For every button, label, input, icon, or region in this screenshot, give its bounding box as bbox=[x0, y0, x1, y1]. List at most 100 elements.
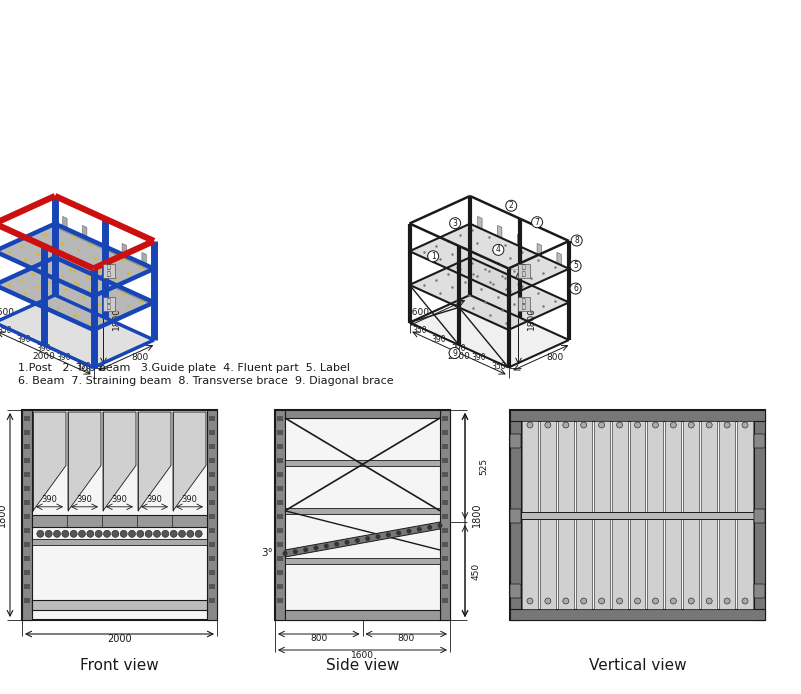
Circle shape bbox=[527, 598, 533, 604]
Bar bbox=[442, 514, 448, 519]
FancyBboxPatch shape bbox=[754, 509, 765, 523]
Circle shape bbox=[386, 532, 391, 537]
Bar bbox=[666, 421, 682, 609]
Text: 1800: 1800 bbox=[0, 502, 7, 527]
Text: 5: 5 bbox=[574, 261, 578, 270]
Bar bbox=[518, 264, 530, 278]
Bar bbox=[24, 542, 30, 547]
Bar bbox=[557, 421, 574, 609]
Bar bbox=[442, 416, 448, 421]
Polygon shape bbox=[0, 295, 154, 368]
Circle shape bbox=[95, 530, 103, 537]
Circle shape bbox=[617, 598, 622, 604]
Circle shape bbox=[45, 530, 52, 537]
Bar bbox=[24, 598, 30, 603]
Text: 800: 800 bbox=[131, 353, 149, 362]
Circle shape bbox=[742, 422, 748, 428]
Circle shape bbox=[598, 598, 605, 604]
Text: 390: 390 bbox=[452, 344, 466, 353]
Circle shape bbox=[449, 348, 460, 359]
Text: 800: 800 bbox=[547, 353, 564, 362]
Text: Side view: Side view bbox=[326, 658, 399, 673]
Circle shape bbox=[724, 422, 731, 428]
Circle shape bbox=[437, 523, 442, 528]
Bar bbox=[277, 598, 283, 603]
Text: 1.Post   2. Top beam   3.Guide plate  4. Fluent part  5. Label: 1.Post 2. Top beam 3.Guide plate 4. Flue… bbox=[18, 363, 350, 373]
Bar bbox=[103, 297, 115, 311]
Text: 390: 390 bbox=[17, 335, 31, 344]
Text: 标
标: 标 标 bbox=[522, 298, 525, 310]
Circle shape bbox=[598, 422, 605, 428]
Bar bbox=[719, 421, 735, 609]
Text: Front view: Front view bbox=[80, 658, 159, 673]
Bar bbox=[24, 514, 30, 519]
Bar bbox=[510, 410, 765, 421]
Bar bbox=[275, 410, 285, 620]
Circle shape bbox=[724, 598, 731, 604]
Circle shape bbox=[70, 530, 77, 537]
Bar bbox=[440, 410, 450, 620]
Bar bbox=[521, 512, 754, 519]
Circle shape bbox=[103, 530, 111, 537]
Bar bbox=[277, 416, 283, 421]
Polygon shape bbox=[33, 412, 66, 511]
Bar bbox=[24, 444, 30, 449]
Polygon shape bbox=[497, 226, 502, 238]
Text: 3°: 3° bbox=[261, 548, 273, 558]
Polygon shape bbox=[557, 253, 562, 265]
Bar bbox=[442, 584, 448, 589]
Text: 1600: 1600 bbox=[0, 307, 14, 316]
Circle shape bbox=[563, 598, 569, 604]
Bar bbox=[277, 430, 283, 435]
Bar bbox=[285, 459, 440, 466]
Circle shape bbox=[187, 530, 194, 537]
Circle shape bbox=[532, 217, 542, 228]
Text: 标
标: 标 标 bbox=[107, 264, 111, 277]
Circle shape bbox=[283, 551, 288, 556]
Bar bbox=[277, 500, 283, 505]
Circle shape bbox=[376, 534, 380, 539]
Bar bbox=[24, 458, 30, 463]
Bar bbox=[683, 421, 699, 609]
Circle shape bbox=[417, 527, 422, 532]
Circle shape bbox=[170, 530, 177, 537]
Circle shape bbox=[570, 260, 581, 271]
Bar bbox=[442, 472, 448, 477]
Bar bbox=[754, 410, 765, 620]
FancyBboxPatch shape bbox=[510, 584, 521, 598]
Circle shape bbox=[742, 598, 748, 604]
Bar bbox=[442, 528, 448, 533]
Bar bbox=[24, 570, 30, 575]
Circle shape bbox=[653, 422, 658, 428]
Polygon shape bbox=[409, 257, 569, 330]
Circle shape bbox=[303, 548, 308, 552]
Bar bbox=[442, 570, 448, 575]
Circle shape bbox=[428, 251, 439, 262]
Bar bbox=[103, 264, 115, 278]
Polygon shape bbox=[477, 217, 482, 229]
Bar bbox=[277, 472, 283, 477]
Polygon shape bbox=[83, 226, 87, 238]
Circle shape bbox=[670, 598, 676, 604]
Text: 7: 7 bbox=[534, 218, 540, 227]
Text: 1800: 1800 bbox=[111, 307, 120, 330]
Bar bbox=[209, 430, 215, 435]
Text: 350: 350 bbox=[412, 326, 427, 335]
Text: 350: 350 bbox=[0, 326, 12, 335]
Bar bbox=[442, 598, 448, 603]
Bar bbox=[209, 486, 215, 491]
Bar bbox=[277, 458, 283, 463]
Bar bbox=[442, 542, 448, 547]
Polygon shape bbox=[517, 235, 521, 247]
Bar bbox=[209, 458, 215, 463]
Polygon shape bbox=[103, 235, 107, 247]
Polygon shape bbox=[55, 257, 154, 306]
Bar bbox=[209, 416, 215, 421]
Text: 390: 390 bbox=[42, 495, 58, 504]
Polygon shape bbox=[138, 412, 171, 511]
Circle shape bbox=[670, 422, 676, 428]
Bar bbox=[209, 542, 215, 547]
Circle shape bbox=[688, 422, 694, 428]
Circle shape bbox=[365, 536, 370, 541]
Text: 350: 350 bbox=[491, 362, 506, 371]
